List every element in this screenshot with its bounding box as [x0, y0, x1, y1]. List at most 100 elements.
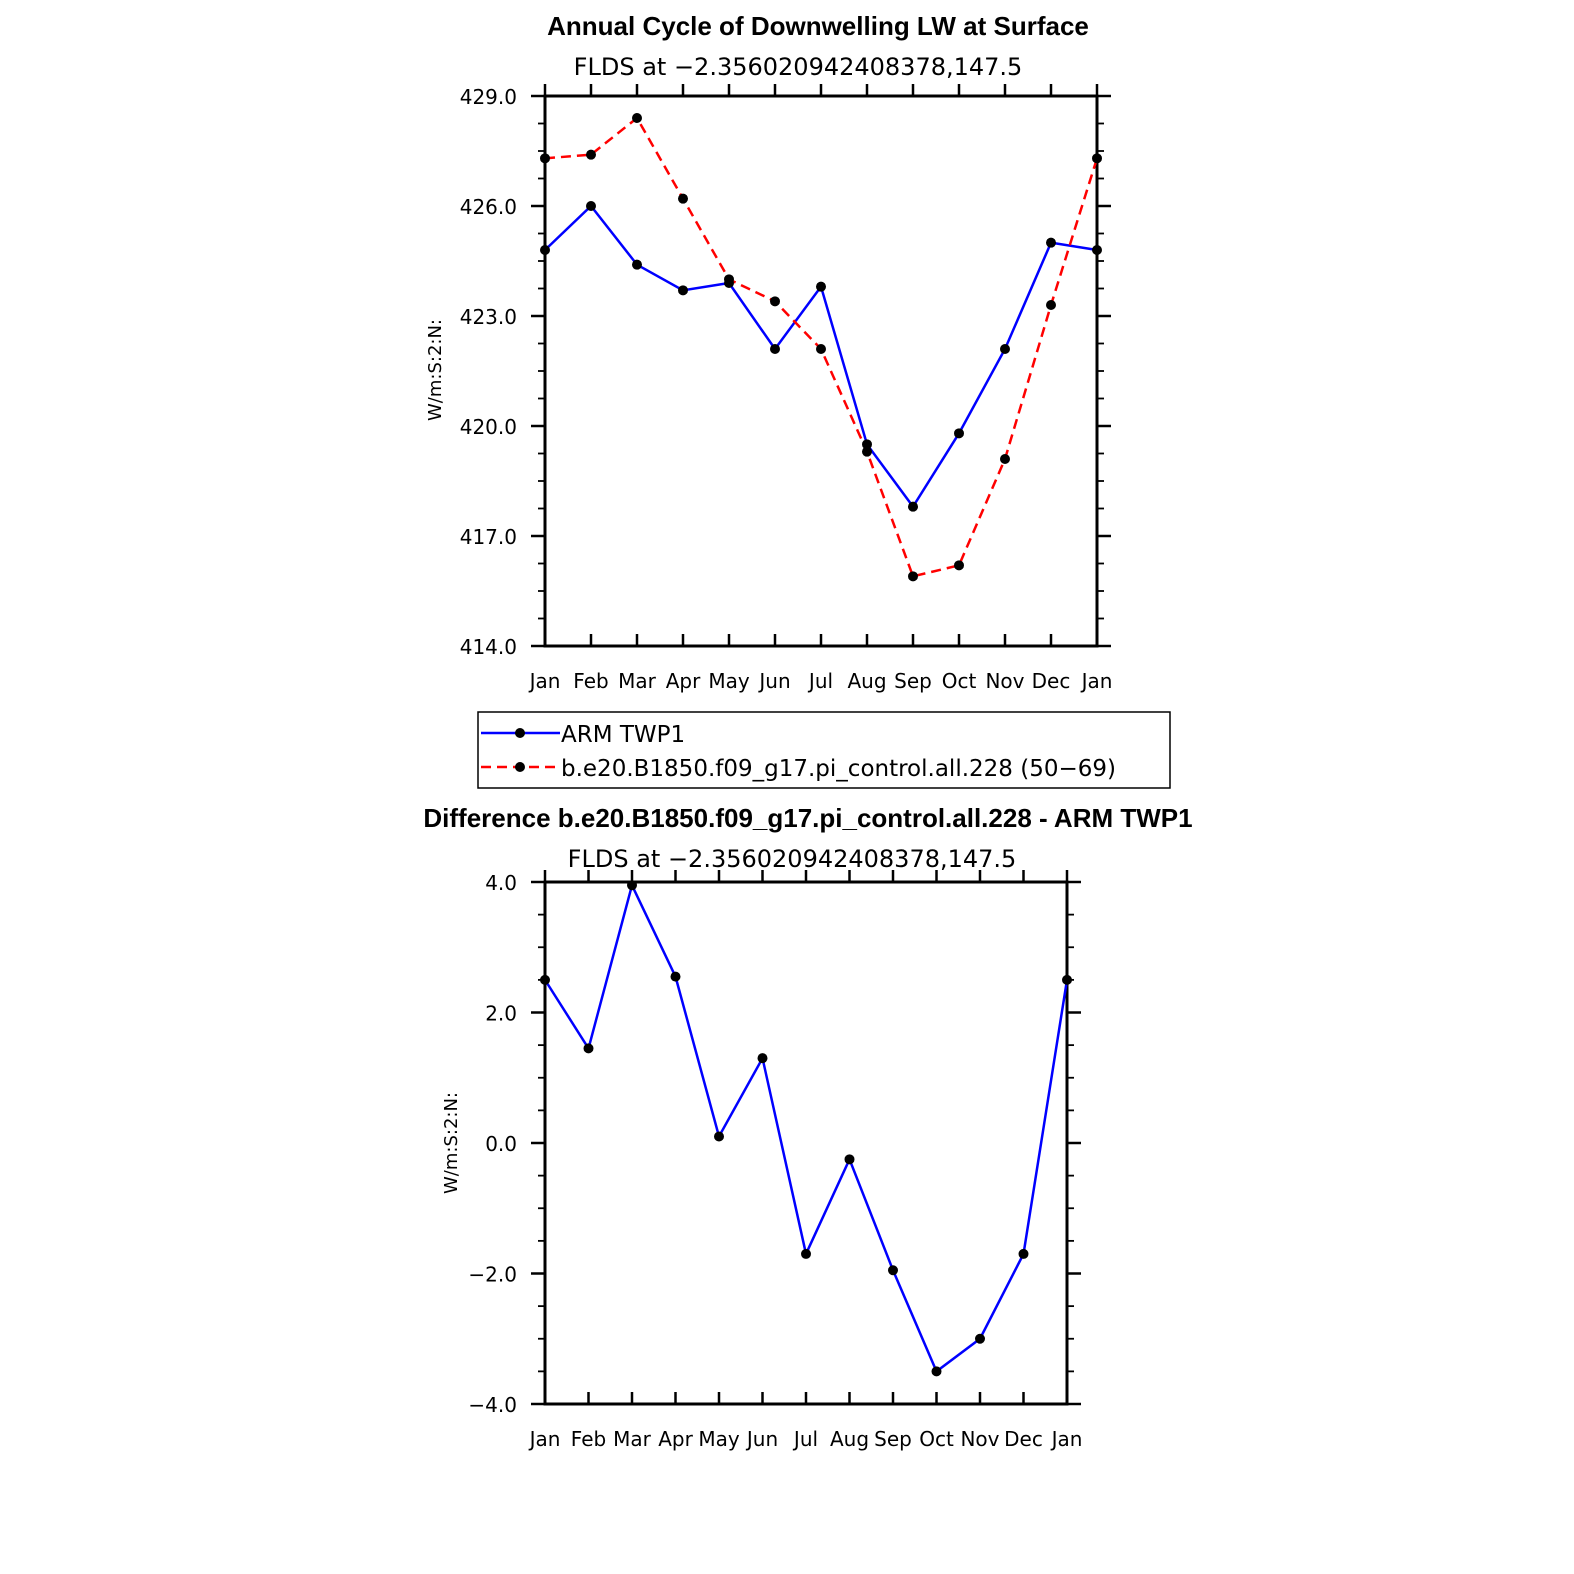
data-point-s0-10	[1000, 344, 1010, 354]
data-point-s0-0	[540, 974, 550, 985]
data-point-s0-5	[757, 1053, 768, 1064]
x-tick-label: May	[698, 1427, 740, 1451]
x-tick-label: Dec	[1004, 1427, 1043, 1451]
data-point-s0-12	[1062, 974, 1072, 985]
data-point-s0-6	[801, 1248, 811, 1259]
data-point-s1-9	[954, 560, 964, 571]
x-tick-label: Apr	[666, 669, 701, 693]
series-group	[540, 880, 1072, 1377]
data-point-s1-11	[1046, 300, 1056, 310]
y-tick-label: 414.0	[460, 635, 517, 659]
y-axis-label: W/m:S:2:N:	[425, 319, 446, 421]
x-tick-label: Feb	[573, 669, 608, 693]
y-tick-label: 423.0	[460, 305, 517, 329]
y-tick-label: 2.0	[485, 1002, 517, 1026]
data-point-s1-4	[724, 274, 734, 285]
data-point-s0-3	[670, 971, 681, 982]
x-tick-label: Jan	[1050, 1427, 1083, 1451]
legend-entry-model: b.e20.B1850.f09_g17.pi_control.all.228 (…	[481, 756, 1116, 782]
x-tick-label: Jun	[745, 1427, 778, 1451]
y-tick-label: 429.0	[460, 85, 517, 109]
x-tick-label: Jul	[807, 669, 833, 693]
data-point-s0-9	[954, 428, 964, 439]
x-tick-label: Mar	[613, 1427, 652, 1451]
data-point-s1-3	[678, 193, 688, 204]
data-point-s0-6	[816, 281, 826, 292]
axis-ticks	[531, 84, 1111, 648]
y-tick-label: 426.0	[460, 195, 517, 219]
data-point-s0-2	[632, 259, 642, 270]
data-point-s0-3	[678, 285, 688, 296]
chart-annual-cycle: Annual Cycle of Downwelling LW at Surfac…	[425, 11, 1112, 693]
x-tick-label: Nov	[985, 669, 1024, 693]
data-point-s1-2	[632, 113, 642, 123]
y-tick-label: 4.0	[485, 871, 517, 895]
series-group	[540, 113, 1102, 582]
x-tick-label: Aug	[847, 669, 886, 693]
data-point-s1-10	[1000, 454, 1010, 464]
data-point-s0-7	[844, 1154, 855, 1165]
data-point-s0-4	[714, 1131, 724, 1142]
x-tick-label: May	[708, 669, 750, 693]
data-point-s0-8	[888, 1265, 898, 1276]
legend-box	[477, 711, 1171, 789]
legend-label-model: b.e20.B1850.f09_g17.pi_control.all.228 (…	[561, 756, 1116, 782]
chart-difference: Difference b.e20.B1850.f09_g17.pi_contro…	[423, 803, 1192, 1451]
data-point-s0-0	[540, 245, 550, 255]
x-tick-label: Sep	[874, 1427, 912, 1451]
data-point-s0-11	[1046, 237, 1056, 248]
data-point-s1-12	[1092, 153, 1102, 164]
chart-subtitle: FLDS at −2.356020942408378,147.5	[574, 53, 1023, 81]
x-tick-label: Jun	[757, 669, 790, 693]
plot-frame	[543, 94, 1099, 648]
plot-frame	[543, 880, 1069, 1406]
x-tick-label: Jan	[528, 1427, 561, 1451]
data-point-s0-1	[583, 1043, 594, 1054]
data-point-s1-8	[908, 571, 918, 582]
data-point-s0-11	[1018, 1248, 1029, 1259]
data-point-s1-5	[770, 296, 780, 307]
x-tick-label: Feb	[571, 1427, 606, 1451]
x-tick-label: Dec	[1032, 669, 1071, 693]
data-point-s0-1	[586, 201, 596, 211]
x-tick-label: Sep	[894, 669, 932, 693]
x-tick-labels: Jan Feb Mar Apr May Jun Jul Aug Sep Oct Nov Dec Jan	[528, 1427, 1083, 1451]
x-tick-label: Oct	[919, 1427, 954, 1451]
data-point-s1-6	[816, 344, 826, 354]
x-tick-label: Nov	[960, 1427, 999, 1451]
y-tick-label: 0.0	[485, 1132, 517, 1156]
data-point-s0-9	[931, 1366, 942, 1377]
data-point-s0-5	[770, 344, 780, 354]
data-point-s0-7	[862, 439, 872, 450]
y-tick-labels: 414.0 417.0 420.0 423.0 426.0 429.0	[460, 85, 517, 659]
x-tick-label: Apr	[658, 1427, 693, 1451]
legend: ARM TWP1 b.e20.B1850.f09_g17.pi_control.…	[477, 711, 1171, 789]
chart-title: Difference b.e20.B1850.f09_g17.pi_contro…	[423, 803, 1192, 833]
x-tick-label: Jul	[792, 1427, 818, 1451]
x-tick-label: Jan	[1080, 669, 1113, 693]
data-point-s1-0	[540, 153, 550, 164]
y-tick-label: 420.0	[460, 415, 517, 439]
data-point-s1-7	[862, 446, 872, 457]
data-point-s0-10	[975, 1333, 985, 1344]
y-tick-label: −4.0	[468, 1393, 517, 1417]
y-tick-label: −2.0	[468, 1263, 517, 1287]
y-tick-labels: −4.0 −2.0 0.0 2.0 4.0	[468, 871, 517, 1417]
chart-subtitle: FLDS at −2.356020942408378,147.5	[568, 845, 1017, 873]
y-tick-label: 417.0	[460, 525, 517, 549]
x-tick-label: Jan	[528, 669, 561, 693]
data-point-s1-1	[586, 149, 596, 160]
legend-entry-arm: ARM TWP1	[481, 722, 685, 748]
x-tick-label: Aug	[830, 1427, 869, 1451]
x-tick-labels: Jan Feb Mar Apr May Jun Jul Aug Sep Oct Nov Dec Jan	[528, 669, 1113, 693]
chart-title: Annual Cycle of Downwelling LW at Surfac…	[547, 11, 1089, 41]
x-tick-label: Oct	[942, 669, 977, 693]
data-point-s0-12	[1092, 245, 1102, 255]
x-tick-label: Mar	[618, 669, 657, 693]
data-point-s0-8	[908, 501, 918, 512]
legend-label-arm: ARM TWP1	[561, 722, 685, 748]
legend-marker-arm	[515, 728, 525, 738]
y-axis-label: W/m:S:2:N:	[441, 1092, 462, 1194]
legend-marker-model	[515, 762, 525, 772]
